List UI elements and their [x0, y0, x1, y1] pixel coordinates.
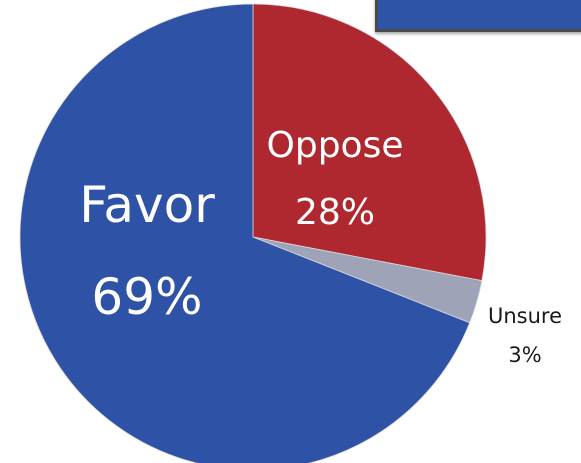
slice-value-favor: 69% [91, 268, 202, 326]
slice-value-oppose: 28% [295, 192, 375, 233]
pie-slice-oppose [252, 3, 487, 282]
slice-label-oppose: Oppose [267, 125, 404, 166]
pie-labels: Favor 69% Oppose 28% Unsure 3% [79, 125, 562, 367]
slice-value-unsure: 3% [508, 343, 541, 367]
slice-label-favor: Favor [79, 176, 215, 234]
slice-label-unsure: Unsure [488, 304, 562, 328]
pie-slices [19, 3, 487, 463]
header-banner-fragment [375, 0, 581, 32]
pie-slice-favor [19, 3, 471, 463]
